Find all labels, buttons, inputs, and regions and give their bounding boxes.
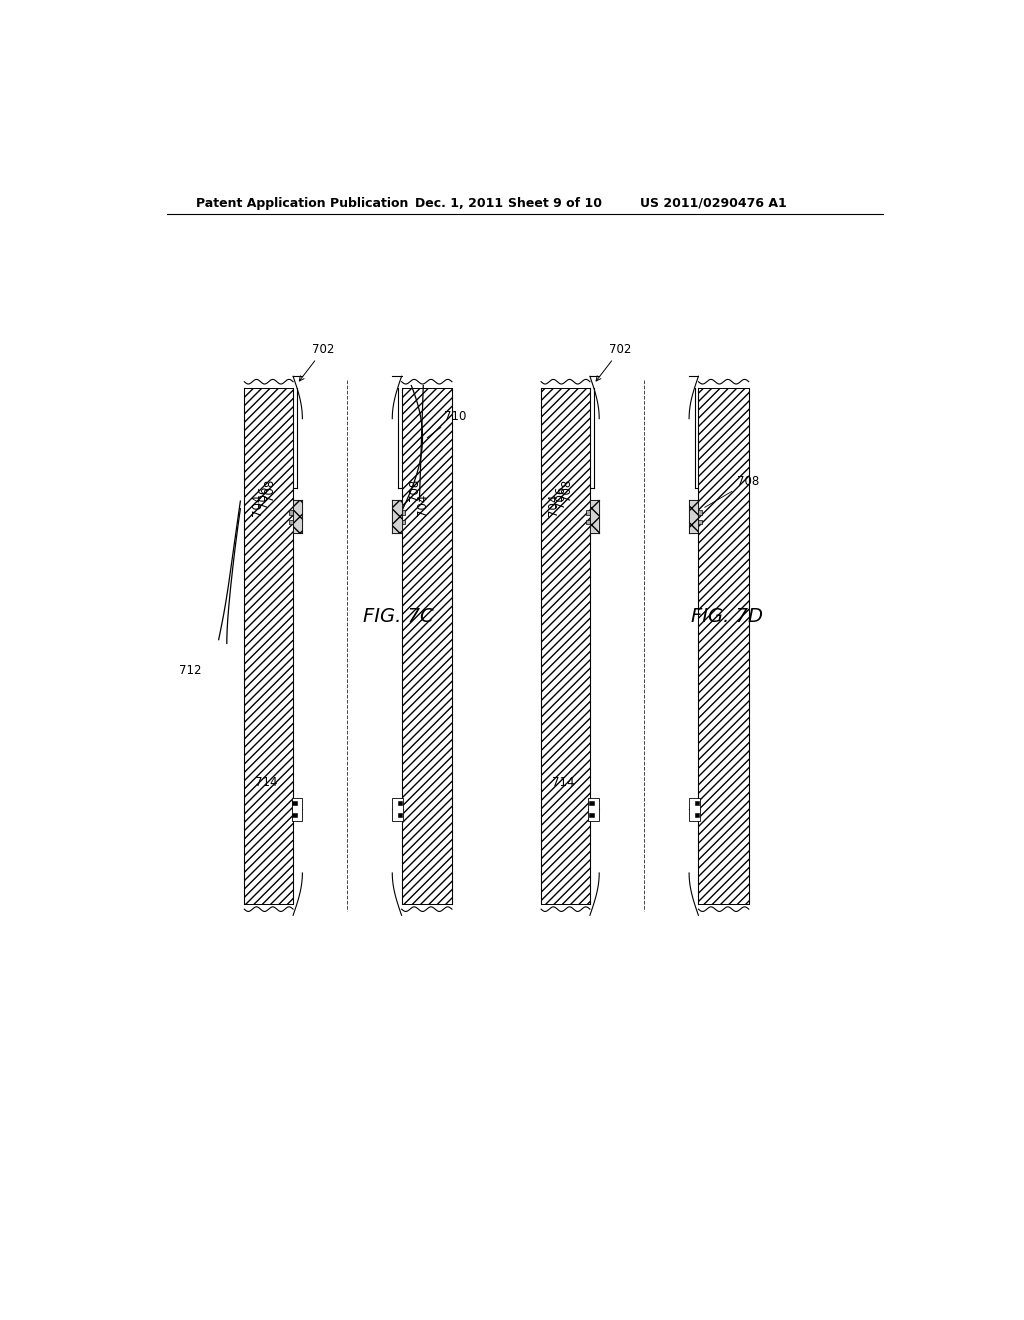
Bar xyxy=(397,813,402,817)
Text: 708: 708 xyxy=(263,478,276,500)
Bar xyxy=(397,801,402,805)
Bar xyxy=(589,801,594,805)
Text: Sheet 9 of 10: Sheet 9 of 10 xyxy=(508,197,602,210)
Text: Patent Application Publication: Patent Application Publication xyxy=(197,197,409,210)
Bar xyxy=(292,797,302,821)
Text: US 2011/0290476 A1: US 2011/0290476 A1 xyxy=(640,197,786,210)
Text: 702: 702 xyxy=(596,343,632,381)
Text: Dec. 1, 2011: Dec. 1, 2011 xyxy=(415,197,503,210)
Text: 708: 708 xyxy=(408,478,421,500)
Text: 704: 704 xyxy=(416,494,428,516)
Text: FIG. 7C: FIG. 7C xyxy=(362,607,433,626)
Bar xyxy=(392,499,401,533)
Text: 704: 704 xyxy=(251,494,263,516)
Bar xyxy=(392,797,403,821)
Bar xyxy=(401,511,406,515)
Text: 706: 706 xyxy=(257,486,270,508)
Bar xyxy=(689,797,700,821)
Bar xyxy=(541,388,590,904)
Bar xyxy=(292,801,297,805)
Bar xyxy=(586,511,590,515)
Bar xyxy=(401,388,452,904)
Text: 706: 706 xyxy=(554,486,566,508)
Text: 702: 702 xyxy=(299,343,335,381)
Bar xyxy=(589,797,599,821)
Bar xyxy=(698,511,702,515)
Bar xyxy=(698,388,749,904)
Bar xyxy=(245,388,293,904)
Text: 714: 714 xyxy=(255,776,278,788)
Text: 710: 710 xyxy=(427,409,467,438)
Bar xyxy=(694,813,699,817)
Bar xyxy=(293,499,302,533)
Text: 714: 714 xyxy=(552,776,574,788)
Text: 708: 708 xyxy=(705,475,760,507)
Bar xyxy=(289,520,293,524)
Bar xyxy=(292,813,297,817)
Bar xyxy=(289,511,293,515)
Bar xyxy=(586,520,590,524)
Bar xyxy=(698,520,702,524)
Bar xyxy=(689,499,698,533)
Bar xyxy=(694,801,699,805)
Text: 712: 712 xyxy=(179,664,202,677)
Bar xyxy=(401,520,406,524)
Text: FIG. 7D: FIG. 7D xyxy=(690,607,763,626)
Text: 708: 708 xyxy=(560,478,572,500)
Bar xyxy=(589,813,594,817)
Bar xyxy=(590,499,599,533)
Text: 704: 704 xyxy=(548,494,560,516)
